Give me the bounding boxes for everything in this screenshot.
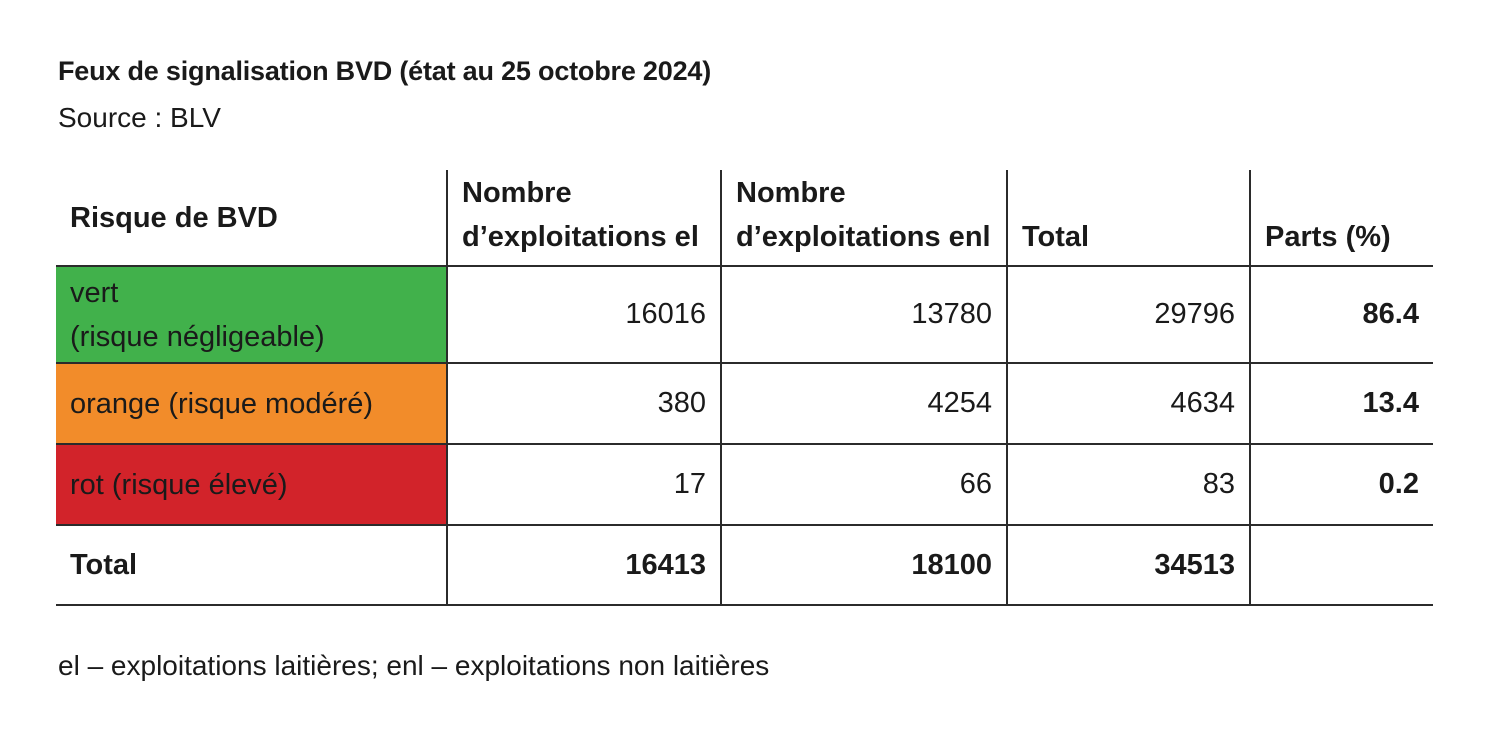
row-orange-total: 4634: [1006, 363, 1250, 444]
row-orange-el: 380: [446, 363, 721, 444]
row-red-enl: 66: [720, 444, 1007, 525]
row-green-label-line2: (risque négligeable): [70, 320, 325, 353]
header-risk: Risque de BVD: [70, 201, 278, 234]
row-orange-enl: 4254: [720, 363, 1007, 444]
row-total-share: [1249, 525, 1433, 605]
bvd-traffic-light-table: Risque de BVD Nombre d’exploitations el …: [56, 170, 1433, 606]
row-total-label: Total: [70, 548, 138, 581]
row-green-enl: 13780: [720, 266, 1007, 363]
row-total-enl: 18100: [720, 525, 1007, 605]
header-el-line2: d’exploitations el: [462, 221, 699, 253]
source-note: Source : BLV: [58, 102, 221, 133]
header-share: Parts (%): [1249, 170, 1433, 266]
row-green-label: vert (risque négligeable): [56, 266, 447, 363]
header-enl-line1: Nombre: [736, 177, 846, 209]
row-green-el: 16016: [446, 266, 721, 363]
row-green-label-line1: vert: [70, 276, 119, 309]
row-orange-share: 13.4: [1249, 363, 1433, 444]
table-row-orange: orange (risque modéré) 380 4254 4634 13.…: [56, 363, 1433, 444]
row-red-el: 17: [446, 444, 721, 525]
header-enl-count: Nombre d’exploitations enl: [720, 170, 1007, 266]
row-total-el: 16413: [446, 525, 721, 605]
row-total-total: 34513: [1006, 525, 1250, 605]
header-el-line1: Nombre: [462, 177, 572, 209]
row-red-label: rot (risque élevé): [56, 444, 447, 525]
table-header-row: Risque de BVD Nombre d’exploitations el …: [56, 170, 1433, 266]
row-red-total: 83: [1006, 444, 1250, 525]
header-total: Total: [1006, 170, 1250, 266]
header-el-count: Nombre d’exploitations el: [446, 170, 721, 266]
row-orange-label: orange (risque modéré): [56, 363, 447, 444]
page-title: Feux de signalisation BVD (état au 25 oc…: [58, 56, 711, 86]
table-row-total: Total 16413 18100 34513: [56, 525, 1433, 605]
header-enl-line2: d’exploitations enl: [736, 221, 991, 253]
row-red-share: 0.2: [1249, 444, 1433, 525]
row-green-total: 29796: [1006, 266, 1250, 363]
table-row-red: rot (risque élevé) 17 66 83 0.2: [56, 444, 1433, 525]
row-green-share: 86.4: [1249, 266, 1433, 363]
footnote: el – exploitations laitières; enl – expl…: [58, 650, 770, 681]
table-row-green: vert (risque négligeable) 16016 13780 29…: [56, 266, 1433, 363]
